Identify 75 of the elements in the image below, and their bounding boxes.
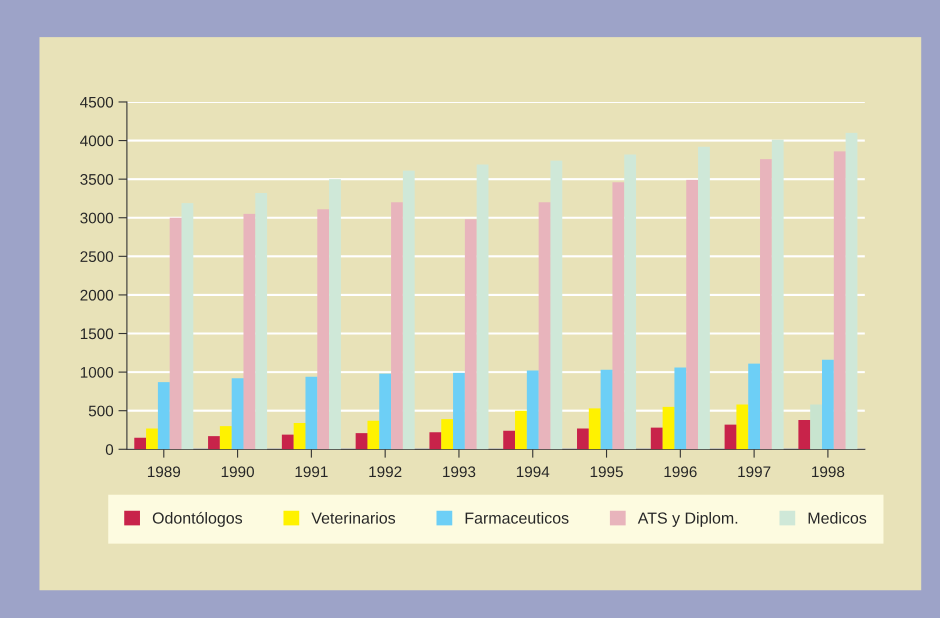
bar: [220, 426, 232, 450]
bar: [402, 170, 415, 450]
bar: [294, 423, 306, 450]
y-tick-label: 4000: [80, 135, 114, 146]
bar: [612, 182, 624, 450]
bar: [772, 140, 784, 450]
legend-label: Odontólogos: [152, 512, 242, 527]
bar: [453, 372, 465, 450]
bar: [760, 159, 772, 450]
legend-label: Medicos: [808, 512, 866, 524]
bar: [429, 432, 442, 450]
y-tick-label: 3500: [80, 174, 114, 185]
legend-label: ATS y Diplom.: [638, 512, 738, 527]
x-tick-label: 1997: [738, 466, 770, 478]
bar: [476, 164, 488, 450]
bar: [441, 419, 454, 450]
bar: [624, 154, 636, 450]
y-tick-label: 3000: [80, 212, 114, 224]
y-tick-label: 1500: [80, 328, 114, 340]
bar: [515, 410, 527, 450]
bar: [736, 404, 748, 450]
bar: [550, 160, 562, 450]
bar: [662, 406, 674, 450]
bar: [698, 146, 710, 450]
bar: [810, 404, 822, 450]
bar: [686, 180, 698, 450]
legend-label: Veterinarios: [311, 512, 396, 524]
bar: [146, 428, 158, 450]
bar: [329, 179, 341, 450]
bar: [822, 360, 834, 450]
bar: [208, 436, 220, 450]
bar: [134, 438, 146, 450]
bar: [158, 382, 170, 450]
bar: [798, 420, 810, 450]
x-tick-label: 1994: [516, 466, 550, 478]
bar: [846, 132, 858, 450]
y-tick-label: 500: [88, 406, 114, 416]
x-tick-label: 1992: [369, 466, 402, 478]
x-tick-label: 1989: [148, 466, 180, 478]
y-tick-label: 2500: [80, 251, 114, 262]
bar: [356, 433, 368, 450]
y-tick-label: 0: [106, 444, 114, 455]
bar: [232, 378, 244, 450]
bar: [170, 218, 182, 450]
bar: [182, 203, 194, 450]
x-tick-label: 1998: [812, 466, 844, 478]
bar: [243, 214, 256, 450]
bar: [650, 428, 663, 450]
x-tick-label: 1995: [590, 466, 623, 478]
bar: [255, 193, 268, 450]
y-tick-label: 4500: [80, 96, 114, 108]
bar: [379, 374, 392, 450]
bar: [588, 408, 601, 450]
bar: [724, 424, 736, 450]
bar: [674, 367, 686, 450]
bar: [391, 202, 403, 450]
bar: [317, 209, 330, 450]
bar: [526, 370, 539, 450]
x-tick-label: 1991: [296, 466, 328, 478]
bar: [503, 430, 516, 450]
bar: [464, 219, 477, 450]
bar: [577, 428, 589, 450]
bar: [600, 370, 612, 450]
x-tick-label: 1993: [443, 466, 476, 478]
bar: [834, 151, 846, 450]
y-tick-label: 2000: [80, 290, 114, 301]
y-tick-label: 1000: [80, 366, 114, 378]
bar: [305, 376, 318, 450]
x-tick-label: 1990: [222, 466, 254, 478]
bar: [748, 364, 760, 450]
bar: [282, 434, 294, 450]
bar: [538, 202, 550, 450]
bar: [367, 420, 380, 450]
x-tick-label: 1996: [664, 466, 697, 478]
legend-label: Farmaceuticos: [466, 512, 568, 524]
